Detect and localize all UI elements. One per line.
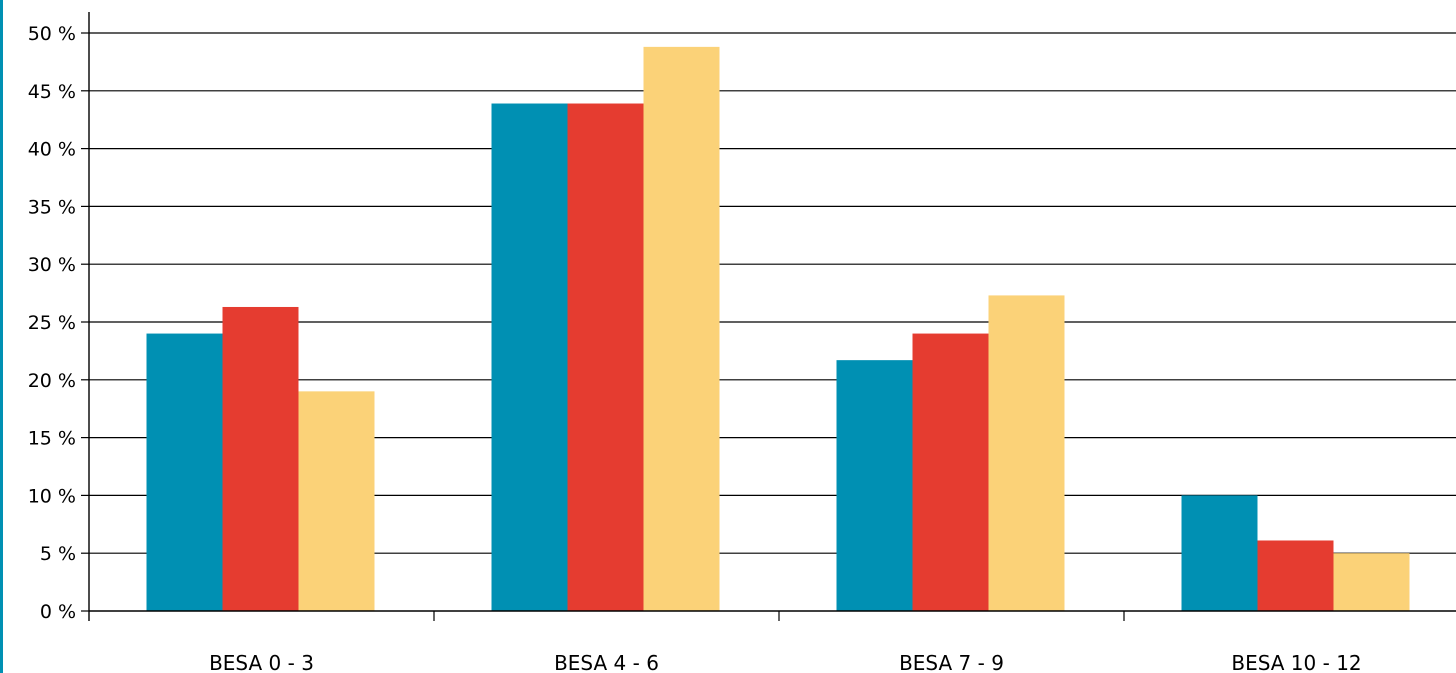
y-tick-labels: 0 % 5 % 10 % 15 % 20 % 25 % 30 % 35 % 40 % 45 % 50… <box>28 23 76 623</box>
category-label: BESA 10 - 12 <box>1231 651 1361 673</box>
bar-1-series-3 <box>298 391 375 611</box>
y-tick-label: 20 % <box>28 370 76 392</box>
y-tick-label: 35 % <box>28 196 76 218</box>
bar-3-series-1 <box>836 360 913 611</box>
y-tick-label: 45 % <box>28 81 76 103</box>
bar-3-series-3 <box>988 295 1065 611</box>
axes <box>81 12 1456 621</box>
bar-2-series-2 <box>567 103 644 612</box>
y-tick-label: 0 % <box>40 601 76 623</box>
y-tick-label: 15 % <box>28 428 76 450</box>
bars <box>146 46 1410 612</box>
bar-4-series-2 <box>1257 540 1334 611</box>
bar-2-series-3 <box>643 46 720 611</box>
category-label: BESA 4 - 6 <box>554 651 659 673</box>
category-label: BESA 7 - 9 <box>899 651 1004 673</box>
bar-3-series-2 <box>912 333 989 611</box>
y-tick-label: 40 % <box>28 139 76 161</box>
bar-2-series-1 <box>491 103 568 612</box>
left-edge-accent <box>0 0 3 673</box>
bar-4-series-3 <box>1333 553 1410 611</box>
bar-4-series-1 <box>1181 495 1258 611</box>
category-labels: BESA 0 - 3 BESA 4 - 6 BESA 7 - 9 BESA 10 - … <box>209 651 1362 673</box>
y-tick-label: 10 % <box>28 485 76 507</box>
y-tick-label: 5 % <box>40 543 76 565</box>
bar-1-series-1 <box>146 333 223 611</box>
bar-1-series-2 <box>222 306 299 611</box>
y-tick-label: 30 % <box>28 254 76 276</box>
category-label: BESA 0 - 3 <box>209 651 314 673</box>
y-tick-label: 50 % <box>28 23 76 45</box>
y-tick-label: 25 % <box>28 312 76 334</box>
